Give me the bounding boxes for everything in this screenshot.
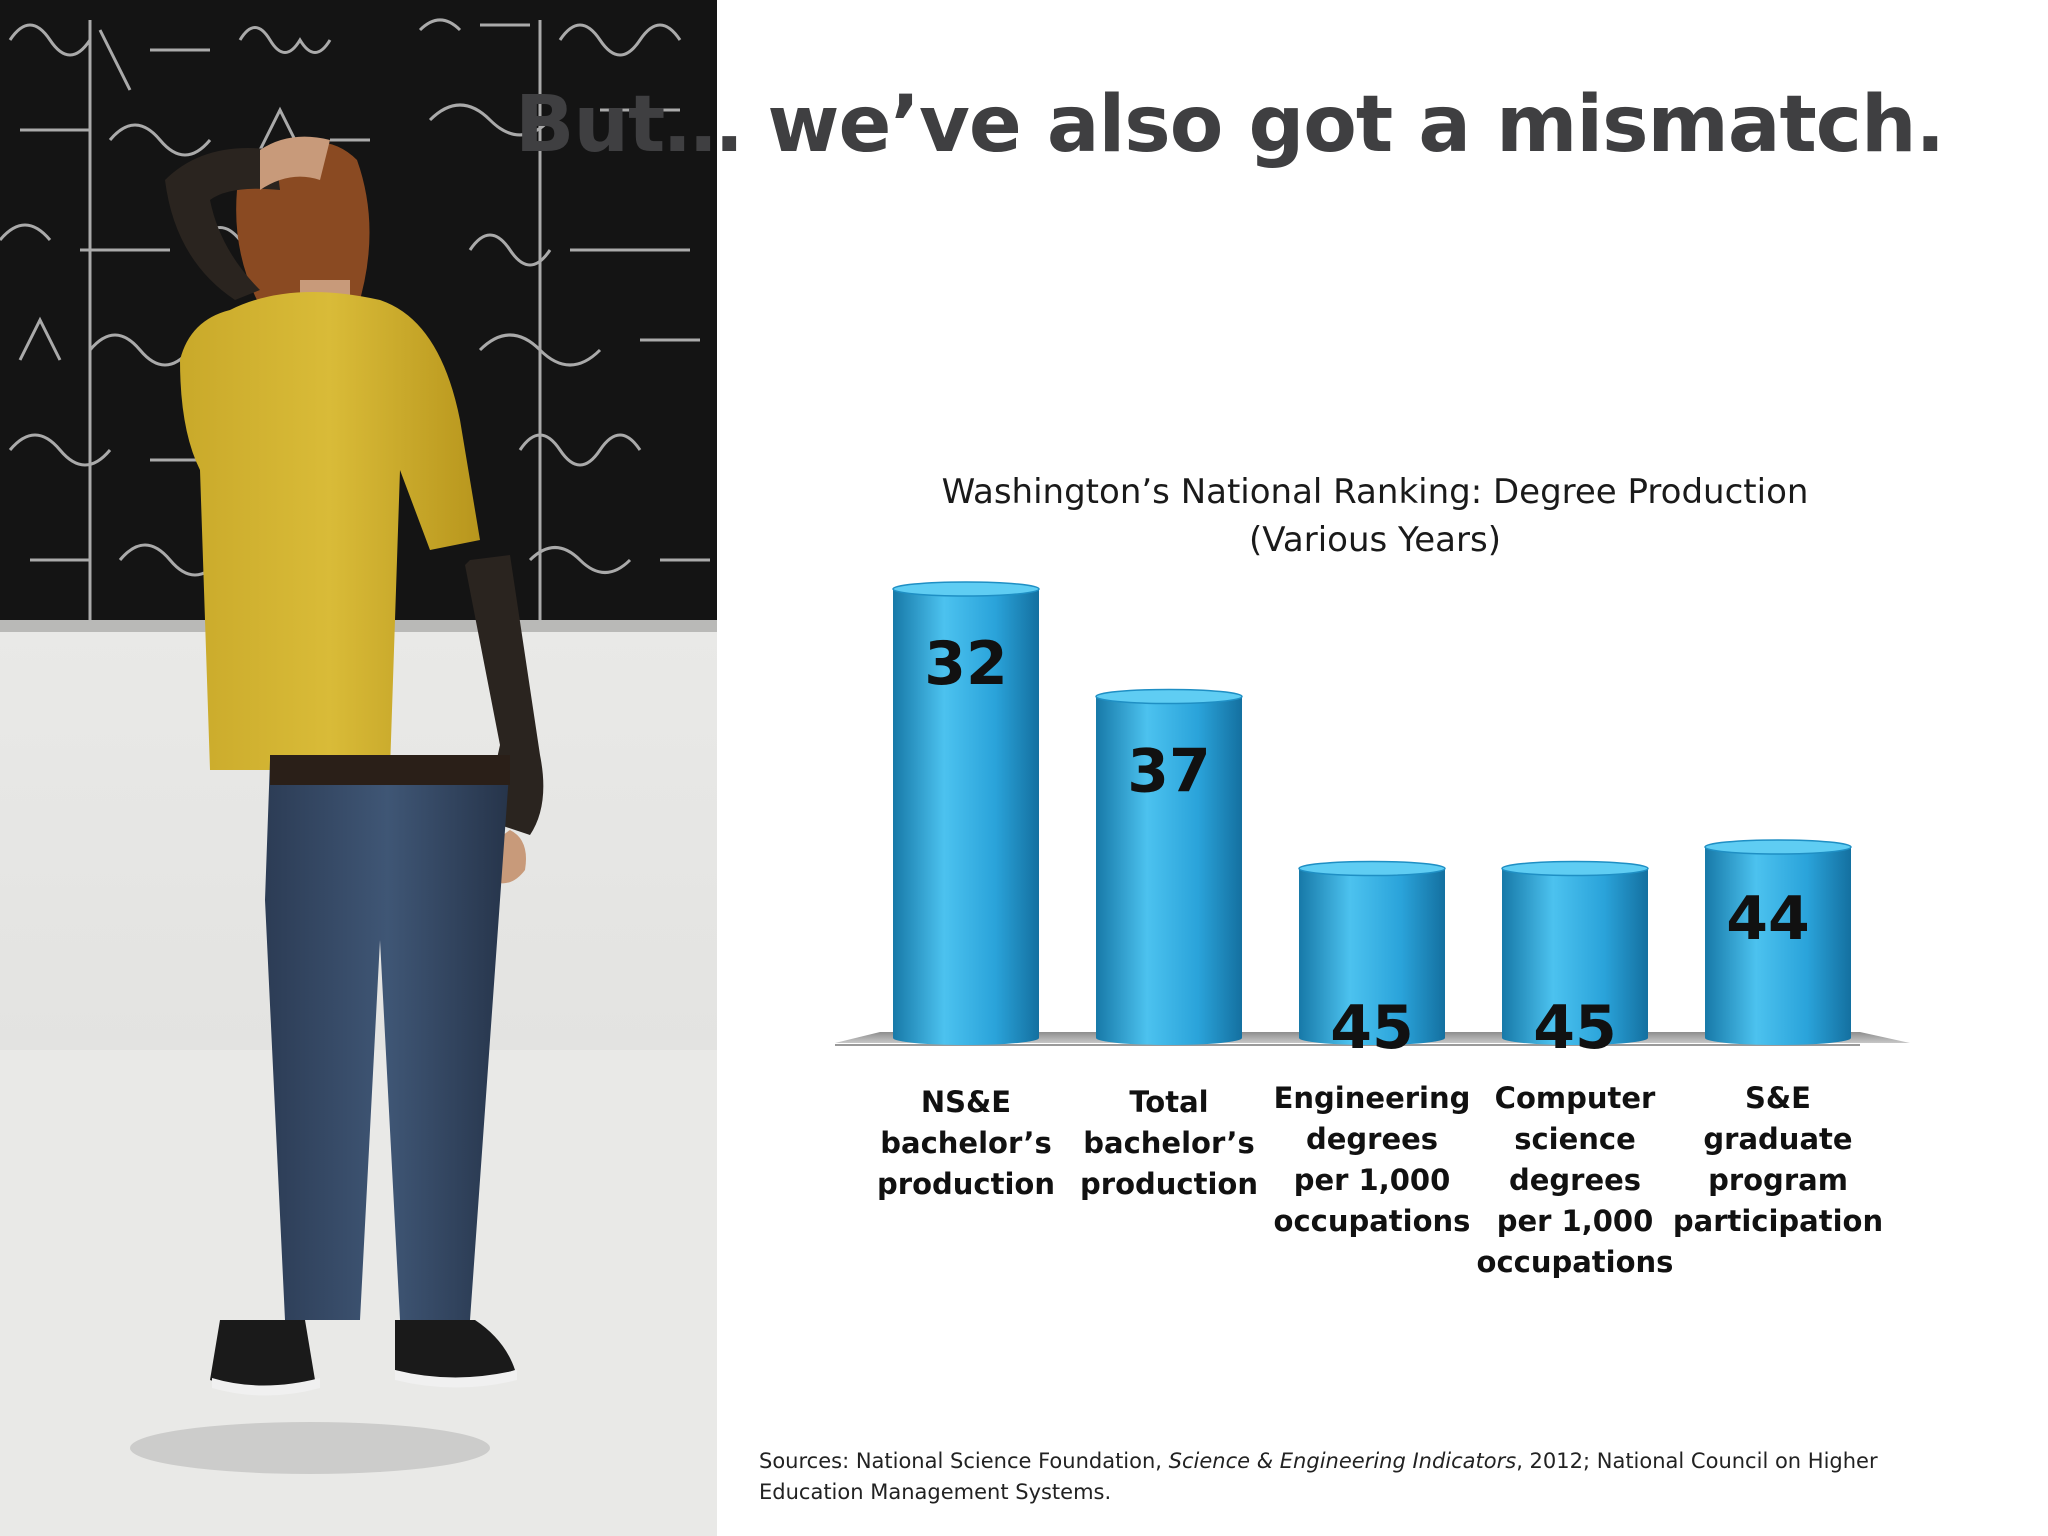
category-label-5: S&E graduate program participation bbox=[1668, 1078, 1888, 1242]
bar-2 bbox=[1095, 688, 1243, 1045]
category-label-line: bachelor’s bbox=[1083, 1126, 1255, 1160]
sources-prefix: Sources: National Science Foundation, bbox=[759, 1449, 1169, 1473]
category-label-line: Computer bbox=[1494, 1081, 1656, 1115]
category-label-line: degrees bbox=[1305, 1122, 1439, 1156]
category-label-line: NS&E bbox=[920, 1085, 1012, 1119]
category-label-line: production bbox=[1080, 1167, 1258, 1201]
chart-subtitle: (Various Years) bbox=[1249, 520, 1501, 560]
category-label-line: per 1,000 bbox=[1496, 1204, 1654, 1238]
sources-publication: Science & Engineering Indicators bbox=[1168, 1449, 1517, 1473]
bar-5 bbox=[1704, 839, 1852, 1045]
category-label-line: program bbox=[1708, 1163, 1848, 1197]
bar-value-label-4: 45 bbox=[1533, 993, 1617, 1063]
sources-suffix: , 2012; National Council on Higher Educa… bbox=[759, 1449, 1878, 1504]
category-label-line: bachelor’s bbox=[880, 1126, 1052, 1160]
slide-title: But… we’ve also got a mismatch. bbox=[515, 80, 1945, 170]
category-label-line: occupations bbox=[1273, 1204, 1471, 1238]
bar-value-label-1: 32 bbox=[924, 629, 1008, 699]
category-label-line: S&E graduate bbox=[1703, 1081, 1853, 1156]
chart-title: Washington’s National Ranking: Degree Pr… bbox=[900, 468, 1850, 564]
bar-value-label-2: 37 bbox=[1127, 737, 1211, 807]
category-label-line: production bbox=[877, 1167, 1055, 1201]
category-label-4: Computer science degrees per 1,000 occupati… bbox=[1465, 1078, 1685, 1283]
bar-3 bbox=[1298, 860, 1446, 1045]
chalk-scribbles bbox=[0, 18, 710, 620]
category-label-line: Engineering bbox=[1273, 1081, 1471, 1115]
person-figure bbox=[130, 136, 544, 1474]
bar-1 bbox=[892, 581, 1040, 1045]
category-label-1: NS&E bachelor’s production bbox=[856, 1082, 1076, 1205]
bar-value-label-3: 45 bbox=[1330, 993, 1414, 1063]
category-label-line: Total bbox=[1129, 1085, 1209, 1119]
category-label-3: Engineering degrees per 1,000 occupations bbox=[1262, 1078, 1482, 1242]
category-label-line: per 1,000 bbox=[1293, 1163, 1451, 1197]
bar-value-label-5: 44 bbox=[1726, 884, 1810, 954]
category-label-line: occupations bbox=[1476, 1245, 1674, 1279]
bar-4 bbox=[1501, 860, 1649, 1045]
category-label-2: Total bachelor’s production bbox=[1059, 1082, 1279, 1205]
student-at-chalkboard-photo bbox=[0, 0, 717, 1536]
category-label-line: participation bbox=[1672, 1204, 1884, 1238]
sources-note: Sources: National Science Foundation, Sc… bbox=[759, 1446, 1899, 1508]
photo-illustration bbox=[0, 0, 717, 1536]
chart-title-main: Washington’s National Ranking: Degree Pr… bbox=[941, 472, 1809, 512]
category-label-line: science degrees bbox=[1508, 1122, 1642, 1197]
